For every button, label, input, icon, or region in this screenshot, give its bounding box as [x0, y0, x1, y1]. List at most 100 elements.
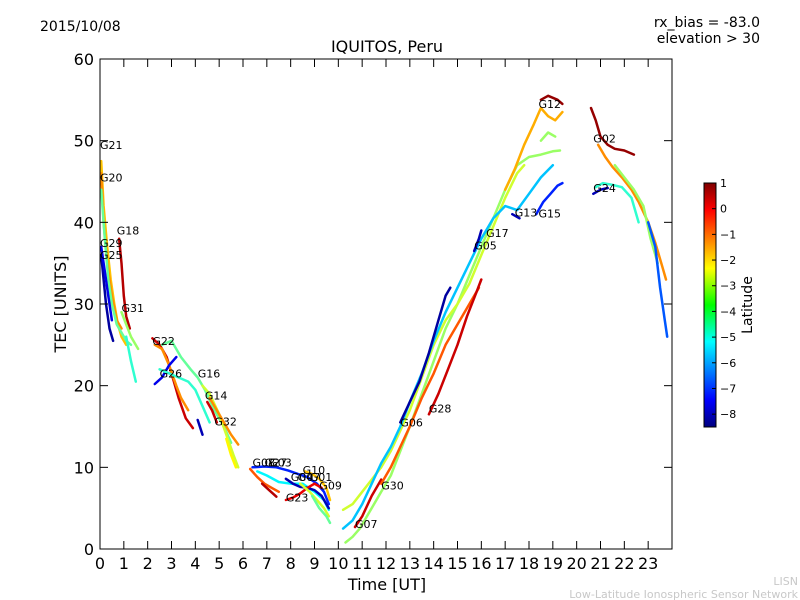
satellite-label: G25	[100, 249, 123, 262]
x-tick-label: 23	[638, 554, 658, 573]
x-tick-label: 0	[95, 554, 105, 573]
x-tick-label: 3	[166, 554, 176, 573]
satellite-label: G30	[381, 479, 404, 492]
x-tick-label: 10	[328, 554, 348, 573]
satellite-label: G27	[265, 457, 288, 470]
colorbar-ticks: 1 0 −1 −2 −3 −4 −5 −6 −7 −8	[712, 177, 736, 421]
tec-trace	[341, 163, 526, 512]
x-tick-label: 17	[495, 554, 515, 573]
x-axis: 0 1 2 3 4 5 6 7 8 9 10 11 12 13 14 15 16 17 18 19 20 21 22 23	[95, 59, 658, 573]
satellite-label: G17	[486, 227, 509, 240]
y-axis-label: TEC [UNITS]	[51, 256, 70, 354]
x-tick-label: 2	[143, 554, 153, 573]
satellite-label: G15	[539, 207, 562, 220]
colorbar-tick-label: 0	[720, 203, 727, 216]
tec-trace	[298, 482, 331, 518]
colorbar	[703, 182, 717, 428]
satellite-label: G26	[160, 368, 183, 381]
satellite-label: G29	[100, 237, 123, 250]
tec-trace	[613, 163, 659, 265]
x-tick-label: 15	[447, 554, 467, 573]
tec-trace	[539, 131, 557, 142]
tec-trace	[151, 337, 195, 430]
x-tick-label: 14	[423, 554, 443, 573]
satellite-label: G07	[298, 471, 321, 484]
tec-trace	[646, 221, 669, 338]
x-tick-label: 12	[376, 554, 396, 573]
colorbar-tick-label: 1	[720, 177, 727, 190]
satellite-label: G23	[286, 492, 309, 505]
colorbar-tick-label: −1	[720, 228, 736, 241]
x-tick-label: 1	[119, 554, 129, 573]
satellite-label: G12	[539, 98, 562, 111]
satellite-label: G03	[269, 457, 292, 470]
tec-trace	[251, 465, 331, 506]
chart-title: IQUITOS, Peru	[331, 37, 443, 56]
y-axis: 0 10 20 30 40 50 60	[74, 50, 672, 559]
colorbar-tick-label: −5	[720, 331, 736, 344]
colorbar-tick-label: −7	[720, 382, 736, 395]
satellite-label: G05	[474, 239, 497, 252]
tec-trace	[344, 149, 562, 544]
x-tick-label: 5	[214, 554, 224, 573]
colorbar-tick-label: −3	[720, 280, 736, 293]
tec-trace	[117, 237, 132, 330]
satellite-label: G14	[205, 390, 228, 403]
tec-trace	[341, 163, 555, 530]
satellite-label: G24	[593, 182, 616, 195]
y-tick-label: 20	[74, 377, 94, 396]
tec-trace	[592, 186, 609, 196]
satellite-label: G31	[122, 302, 145, 315]
tec-trace	[206, 400, 219, 424]
tec-trace	[379, 286, 481, 485]
tec-trace	[196, 418, 204, 436]
colorbar-tick-label: −4	[720, 305, 736, 318]
colorbar-tick-label: −6	[720, 357, 736, 370]
x-tick-label: 9	[309, 554, 319, 573]
tec-trace	[99, 245, 114, 322]
satellite-label: G18	[117, 225, 140, 238]
tec-trace	[539, 94, 564, 106]
satellite-label: G02	[593, 132, 616, 145]
x-tick-label: 20	[566, 554, 586, 573]
x-tick-label: 6	[238, 554, 248, 573]
tec-trace	[353, 478, 383, 529]
satellite-label: G09	[319, 479, 342, 492]
x-tick-label: 16	[471, 554, 491, 573]
tec-trace	[472, 229, 483, 253]
elevation-label: elevation > 30	[657, 31, 760, 47]
tec-trace	[208, 396, 240, 446]
tec-trace	[589, 106, 636, 156]
date-label: 2015/10/08	[40, 19, 121, 35]
tec-trace	[596, 143, 668, 281]
satellite-label: G10	[303, 464, 326, 477]
y-tick-label: 30	[74, 295, 94, 314]
tec-trace	[427, 278, 483, 416]
colorbar-label: Latitude	[740, 276, 756, 334]
y-tick-label: 10	[74, 458, 94, 477]
x-tick-label: 11	[352, 554, 372, 573]
tec-trace	[225, 437, 238, 469]
satellite-label: G06	[400, 417, 423, 430]
colorbar-tick-label: −8	[720, 408, 736, 421]
satellite-label: G01	[310, 471, 333, 484]
tec-trace	[248, 467, 281, 494]
tec-trace	[158, 368, 211, 424]
x-tick-label: 13	[400, 554, 420, 573]
y-tick-label: 60	[74, 50, 94, 69]
x-tick-label: 7	[262, 554, 272, 573]
x-tick-label: 22	[614, 554, 634, 573]
x-tick-label: 4	[190, 554, 200, 573]
rx-bias-label: rx_bias = -83.0	[654, 15, 760, 31]
satellite-label: G08	[253, 457, 276, 470]
satellite-label: G07	[355, 518, 378, 531]
tec-trace	[201, 384, 240, 469]
satellite-label: G16	[198, 368, 221, 381]
tec-trace	[310, 494, 332, 525]
footer-lisn: LISN	[773, 575, 798, 588]
tec-trace	[303, 470, 332, 502]
y-tick-label: 40	[74, 213, 94, 232]
x-axis-label: Time [UT]	[347, 575, 426, 594]
y-tick-label: 50	[74, 132, 94, 151]
